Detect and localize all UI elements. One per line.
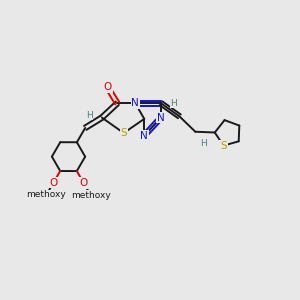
Text: O: O — [103, 82, 112, 92]
Text: S: S — [220, 141, 227, 151]
Text: O: O — [80, 178, 88, 188]
Text: S: S — [120, 128, 127, 138]
Text: methoxy: methoxy — [71, 190, 110, 200]
Text: H: H — [86, 111, 92, 120]
Text: methoxy: methoxy — [26, 190, 66, 200]
Text: N: N — [157, 112, 165, 123]
Text: N: N — [140, 130, 148, 141]
Text: H: H — [200, 139, 206, 148]
Text: O: O — [49, 178, 58, 188]
Text: N: N — [131, 98, 139, 108]
Text: H: H — [170, 99, 177, 108]
